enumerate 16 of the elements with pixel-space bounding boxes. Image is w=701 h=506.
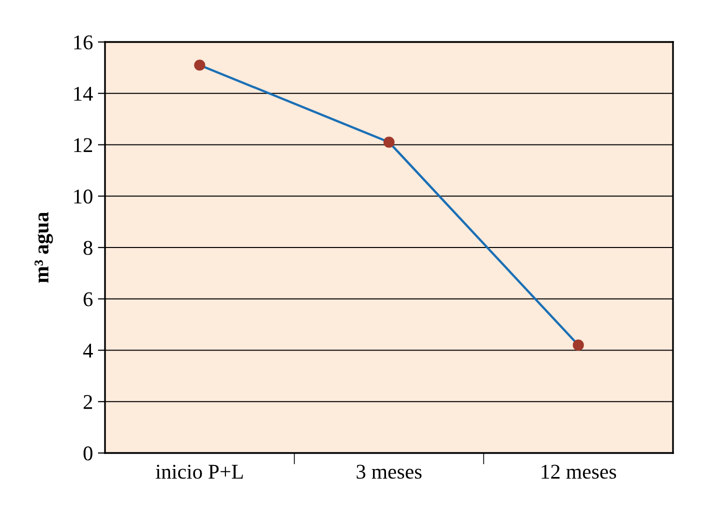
point [194, 60, 206, 71]
x-tick-label: 12 meses [542, 464, 616, 479]
y-tick-label: 8 [84, 240, 92, 255]
y-tick-label: 0 [84, 446, 92, 460]
x-tick-label: inicio P+L [156, 464, 243, 479]
y-tick-label: 6 [84, 292, 93, 306]
y-tick-label: 16 [74, 35, 93, 50]
y-tick-label: 4 [83, 344, 93, 358]
y-axis-title: m³ agua [34, 212, 53, 283]
x-tick-label: 3 meses [356, 464, 422, 479]
y-tick-label: 2 [84, 395, 92, 409]
y-tick-label: 12 [74, 138, 92, 152]
point [383, 136, 395, 148]
y-tick-label: 10 [74, 190, 92, 204]
y-tick-label: 14 [74, 86, 93, 101]
point [572, 340, 584, 351]
